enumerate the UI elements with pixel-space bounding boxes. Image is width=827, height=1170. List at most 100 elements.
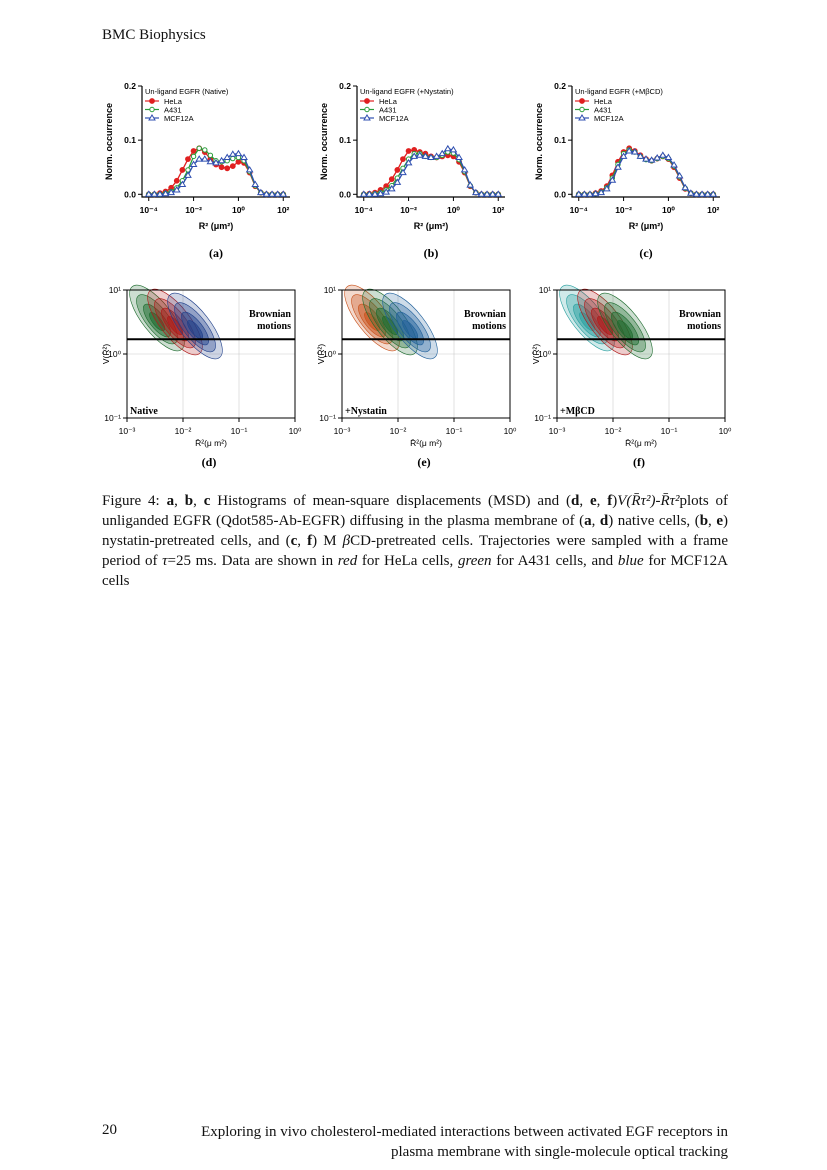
marker	[179, 167, 186, 173]
contour-level	[382, 316, 399, 336]
journal-name: BMC Biophysics	[102, 27, 206, 43]
caption-run: ,	[579, 493, 590, 509]
marker	[388, 176, 395, 183]
contour-level	[149, 312, 166, 332]
caption-run: b	[699, 513, 709, 529]
y-tick-label: 0.0	[339, 189, 351, 199]
marker	[455, 153, 463, 160]
caption-run: R̄τ²	[660, 493, 680, 509]
caption-run: -	[655, 493, 661, 509]
marker	[273, 190, 282, 197]
marker	[161, 189, 170, 197]
marker	[149, 98, 155, 104]
y-tick-label: 10¹	[539, 285, 551, 295]
marker	[608, 176, 617, 183]
running-title-line: Exploring in vivo cholesterol-mediated i…	[201, 1124, 728, 1140]
y-tick-label: 10⁰	[108, 349, 121, 359]
y-tick-label: 0.1	[554, 135, 566, 145]
caption-run: =25 ms. Data are shown in	[167, 553, 338, 569]
marker	[178, 180, 187, 188]
marker	[586, 190, 594, 197]
marker	[148, 114, 156, 121]
y-tick-label: 0.2	[554, 81, 566, 91]
y-tick-label: 10⁻¹	[534, 413, 551, 423]
marker	[709, 190, 718, 197]
caption-run: CD-pretreated cells. Trajectories were s…	[102, 533, 729, 569]
y-axis-label: Norm. occurrence	[104, 103, 114, 180]
marker	[703, 190, 712, 197]
x-tick-label: 10⁻³	[119, 426, 136, 436]
x-tick-label: 10⁰	[662, 205, 675, 215]
caption-run: green	[457, 553, 492, 569]
x-tick-label: 10⁰	[289, 426, 302, 436]
marker	[196, 145, 202, 151]
page-number: 20	[102, 1122, 117, 1138]
marker	[394, 167, 401, 173]
marker	[364, 106, 370, 113]
marker	[466, 181, 475, 188]
marker	[675, 171, 684, 179]
marker	[144, 190, 153, 197]
marker	[172, 185, 181, 193]
x-axis-label: R² (μm²)	[414, 221, 449, 231]
caption-run: d	[599, 513, 609, 529]
y-axis-label: Norm. occurrence	[534, 103, 544, 180]
caption-run: c	[290, 533, 298, 549]
running-title-line: plasma membrane with single-molecule opt…	[391, 1144, 728, 1160]
marker	[149, 106, 155, 113]
marker	[279, 190, 288, 197]
marker	[387, 184, 396, 192]
contour-level	[364, 312, 381, 332]
marker	[647, 156, 656, 163]
condition-label: +Nystatin	[345, 406, 387, 417]
x-tick-label: 10⁰	[447, 205, 460, 215]
marker	[359, 190, 368, 197]
marker	[251, 180, 260, 188]
marker	[228, 150, 237, 157]
x-axis-label: R² (μm²)	[629, 221, 664, 231]
y-axis-label: V(R̄²)	[531, 344, 541, 364]
marker	[681, 183, 690, 191]
caption-run: blue	[617, 553, 644, 569]
caption-run: e	[716, 513, 723, 529]
x-tick-label: 10⁰	[719, 426, 732, 436]
caption-run: a	[166, 493, 175, 509]
legend-label: A431	[379, 106, 397, 115]
caption-run: f	[607, 493, 613, 509]
x-tick-label: 10⁻¹	[661, 426, 678, 436]
marker	[405, 148, 412, 154]
marker	[202, 147, 208, 153]
contour-level	[167, 316, 184, 336]
marker	[230, 155, 236, 162]
marker	[670, 161, 678, 168]
contour-group	[129, 284, 223, 360]
marker	[443, 144, 452, 152]
marker	[471, 188, 480, 196]
marker	[449, 145, 458, 153]
marker	[597, 188, 606, 196]
x-tick-label: 10²	[707, 205, 719, 215]
legend-label: HeLa	[379, 97, 398, 106]
annotation: Brownian	[249, 309, 291, 320]
marker	[625, 147, 634, 154]
legend-title: Un-ligand EGFR (+Nystatin)	[360, 87, 454, 96]
x-tick-label: 10⁰	[504, 426, 517, 436]
caption-run: ) native cells, (	[608, 513, 700, 529]
marker	[245, 165, 254, 173]
contour-level	[579, 312, 596, 332]
y-axis-label: Norm. occurrence	[319, 103, 329, 180]
marker	[579, 106, 585, 113]
axes-frame	[141, 86, 290, 198]
x-tick-label: 10⁰	[232, 205, 245, 215]
marker	[488, 190, 497, 197]
legend-title: Un-ligand EGFR (Native)	[145, 87, 229, 96]
marker	[410, 152, 419, 159]
marker	[234, 149, 243, 157]
legend-label: HeLa	[164, 97, 183, 106]
annotation: motions	[257, 321, 291, 332]
y-tick-label: 10⁻¹	[319, 413, 336, 423]
annotation: Brownian	[679, 309, 721, 320]
axes-frame	[356, 86, 505, 198]
y-axis-label: V(R̄²)	[101, 344, 111, 364]
caption-run: f	[307, 533, 313, 549]
